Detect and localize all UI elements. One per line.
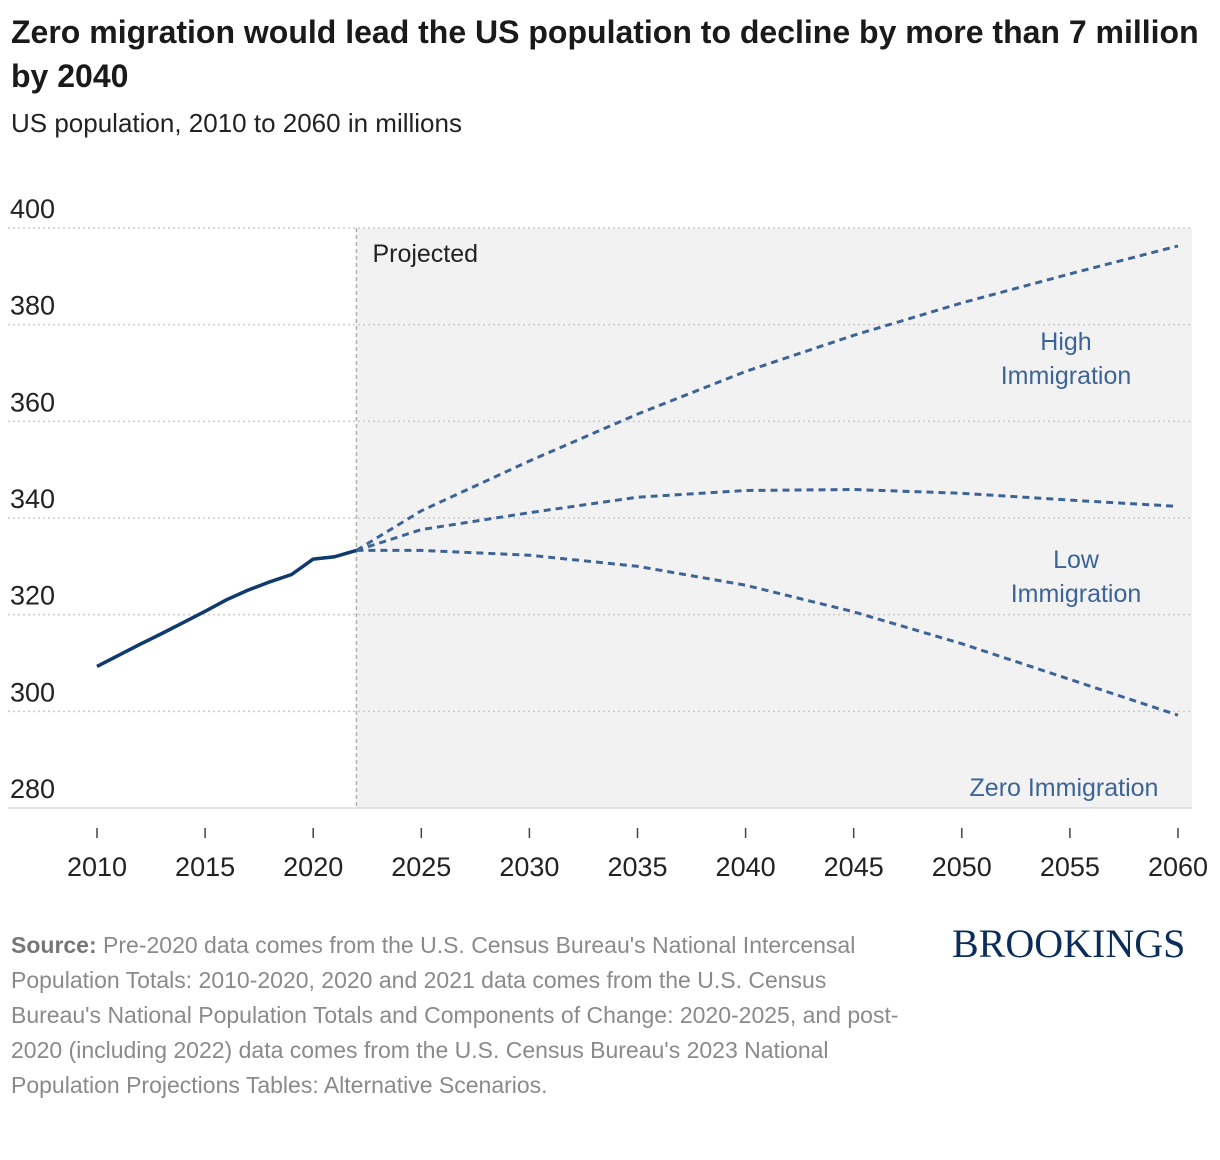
projected-label: Projected (372, 240, 478, 268)
x-tick-label-2045: 2045 (824, 852, 884, 882)
x-tick-label-2050: 2050 (932, 852, 992, 882)
x-tick-label-2015: 2015 (175, 852, 235, 882)
x-tick-label-2055: 2055 (1040, 852, 1100, 882)
y-tick-label-280: 280 (10, 774, 55, 804)
x-tick-label-2060: 2060 (1148, 852, 1208, 882)
x-tick-label-2040: 2040 (716, 852, 776, 882)
x-tick-label-2035: 2035 (607, 852, 667, 882)
y-tick-label-300: 300 (10, 677, 55, 707)
y-tick-label-400: 400 (10, 194, 55, 224)
x-tick-label-2020: 2020 (283, 852, 343, 882)
y-tick-label-360: 360 (10, 387, 55, 417)
series-line-zero-immigration (356, 548, 1179, 717)
series-line-historical (96, 548, 357, 668)
series-label-zero-immigration: Zero Immigration (970, 774, 1159, 802)
y-axis: 280 300 320 340 360 380 400 (10, 194, 55, 804)
series-label-high-immigration: High Immigration (1001, 328, 1132, 390)
x-axis: 2010 2015 2020 2025 2030 2035 2040 2045 2050 2055… (8, 807, 1208, 882)
x-tick-label-2025: 2025 (391, 852, 451, 882)
y-tick-label-340: 340 (10, 484, 55, 514)
x-tick-label-2010: 2010 (67, 852, 127, 882)
source-note: Source: Pre-2020 data comes from the U.S… (11, 928, 911, 1103)
series-lines (96, 244, 1179, 717)
brookings-logo: BROOKINGS (952, 921, 1186, 966)
chart-title: Zero migration would lead the US populat… (11, 14, 1199, 94)
source-text: Pre-2020 data comes from the U.S. Census… (11, 932, 899, 1098)
source-label: Source: (11, 932, 97, 958)
chart-subtitle: US population, 2010 to 2060 in millions (11, 108, 462, 138)
y-tick-label-320: 320 (10, 581, 55, 611)
y-tick-label-380: 380 (10, 291, 55, 321)
population-line-chart: Projected 280 300 320 340 360 380 400 2010 2015… (8, 194, 1208, 882)
grid-lines (8, 227, 1192, 713)
series-labels: High Immigration Low Immigration Zero Immigr… (970, 328, 1159, 802)
series-label-low-immigration: Low Immigration (1011, 546, 1142, 608)
x-tick-label-2030: 2030 (499, 852, 559, 882)
